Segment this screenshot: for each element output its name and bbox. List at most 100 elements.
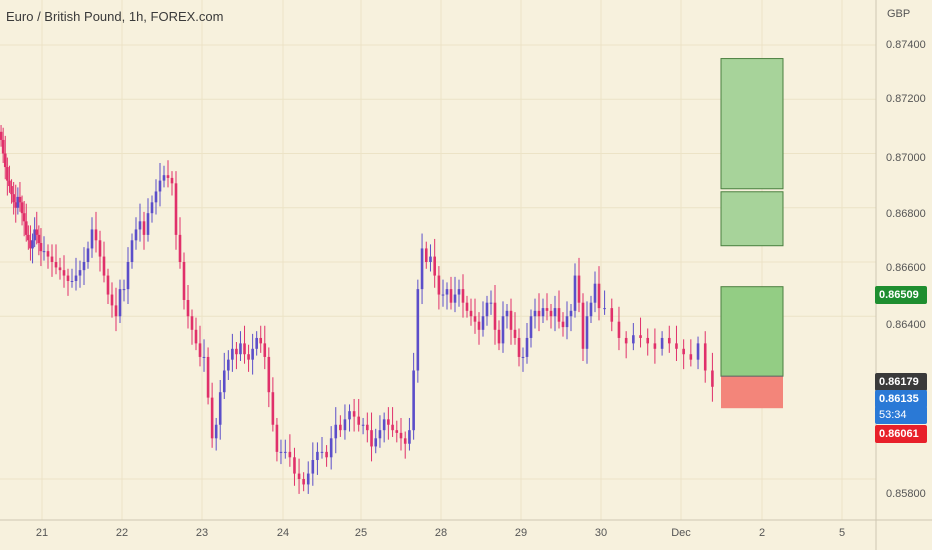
candle-body <box>150 202 154 214</box>
candle-body <box>597 283 601 309</box>
candle-body <box>283 451 287 453</box>
candle-body <box>449 289 453 303</box>
candle-body <box>275 424 279 452</box>
candle-body <box>54 262 58 268</box>
candle-body <box>561 321 565 328</box>
candle-body <box>24 221 28 235</box>
candle-body <box>302 479 305 485</box>
candle-body <box>311 460 315 474</box>
candle-body <box>437 275 441 295</box>
candle-body <box>577 275 581 303</box>
candle-body <box>194 329 198 344</box>
candle-body <box>82 262 86 271</box>
candle-body <box>293 457 296 474</box>
candle-body <box>343 419 347 431</box>
candle-body <box>329 438 333 458</box>
candle-body <box>339 424 342 431</box>
candle-body <box>696 343 700 360</box>
candle-body <box>198 343 202 357</box>
candle-body <box>703 343 707 371</box>
candle-body <box>513 329 517 338</box>
candle-body <box>334 424 338 439</box>
candle-body <box>320 451 324 453</box>
candle-body <box>78 270 82 276</box>
candle-body <box>35 229 39 235</box>
candle-body <box>585 316 589 349</box>
candle-body <box>37 234 41 244</box>
candle-body <box>130 240 134 262</box>
candle-body <box>473 316 477 322</box>
candle-body <box>646 337 650 344</box>
candle-body <box>416 289 420 371</box>
candle-body <box>106 275 110 295</box>
candle-body <box>387 419 390 425</box>
last-price-badge: 0.86135 <box>875 390 927 408</box>
candle-body <box>501 316 505 344</box>
profit-zone-middle <box>720 191 784 247</box>
candle-body <box>617 321 621 338</box>
candle-body <box>126 262 130 290</box>
candle-body <box>214 424 218 439</box>
candle-body <box>22 213 26 222</box>
candle-body <box>505 310 509 317</box>
candle-body <box>170 177 174 184</box>
candle-body <box>675 343 678 349</box>
candle-body <box>31 240 34 249</box>
candle-body <box>146 213 150 235</box>
x-tick-label: 24 <box>276 527 290 539</box>
candle-body <box>366 424 369 431</box>
candle-body <box>259 337 263 344</box>
candle-body <box>90 229 94 249</box>
candle-body <box>632 335 635 344</box>
candle-body <box>267 356 271 393</box>
candle-body <box>58 267 62 271</box>
candle-body <box>469 310 473 317</box>
candle-body <box>46 251 50 257</box>
candle-body <box>581 302 585 349</box>
candle-body <box>489 302 493 304</box>
candle-body <box>39 243 43 252</box>
x-tick-label: 21 <box>35 527 49 539</box>
candle-body <box>102 256 106 276</box>
candle-body <box>247 354 250 360</box>
candle-body <box>689 354 693 360</box>
entry-price-badge: 0.86509 <box>875 286 927 304</box>
candle-body <box>94 229 98 241</box>
x-tick-label: 22 <box>115 527 129 539</box>
candle-body <box>16 196 20 208</box>
x-tick-label: 25 <box>354 527 368 539</box>
candle-body <box>541 308 545 317</box>
candle-body <box>62 270 66 276</box>
candle-body <box>243 343 246 355</box>
y-tick-label: 0.85800 <box>886 488 926 500</box>
candle-body <box>509 310 513 330</box>
candle-body <box>348 411 351 420</box>
candle-body <box>10 186 13 195</box>
candle-body <box>378 430 382 439</box>
candle-body <box>477 321 481 330</box>
candle-body <box>70 280 74 282</box>
candle-body <box>239 343 242 355</box>
x-tick-label: 2 <box>758 527 766 539</box>
candle-body <box>412 370 415 431</box>
candle-body <box>158 180 162 192</box>
candle-body <box>533 310 537 317</box>
candle-body <box>711 370 714 387</box>
candle-body <box>190 316 194 330</box>
candle-body <box>374 438 378 447</box>
candle-body <box>142 221 146 235</box>
candle-body <box>118 289 122 317</box>
candle-body <box>424 248 428 262</box>
candle-countdown: 53:34 <box>875 406 927 424</box>
x-tick-label: 23 <box>195 527 209 539</box>
candle-body <box>231 348 234 360</box>
candle-body <box>352 411 356 417</box>
candle-body <box>210 397 214 439</box>
candle-body <box>573 275 577 311</box>
candle-body <box>667 337 671 344</box>
candle-body <box>537 310 541 317</box>
candle-body <box>433 256 436 276</box>
candle-body <box>610 308 614 322</box>
candle-body <box>420 248 424 290</box>
